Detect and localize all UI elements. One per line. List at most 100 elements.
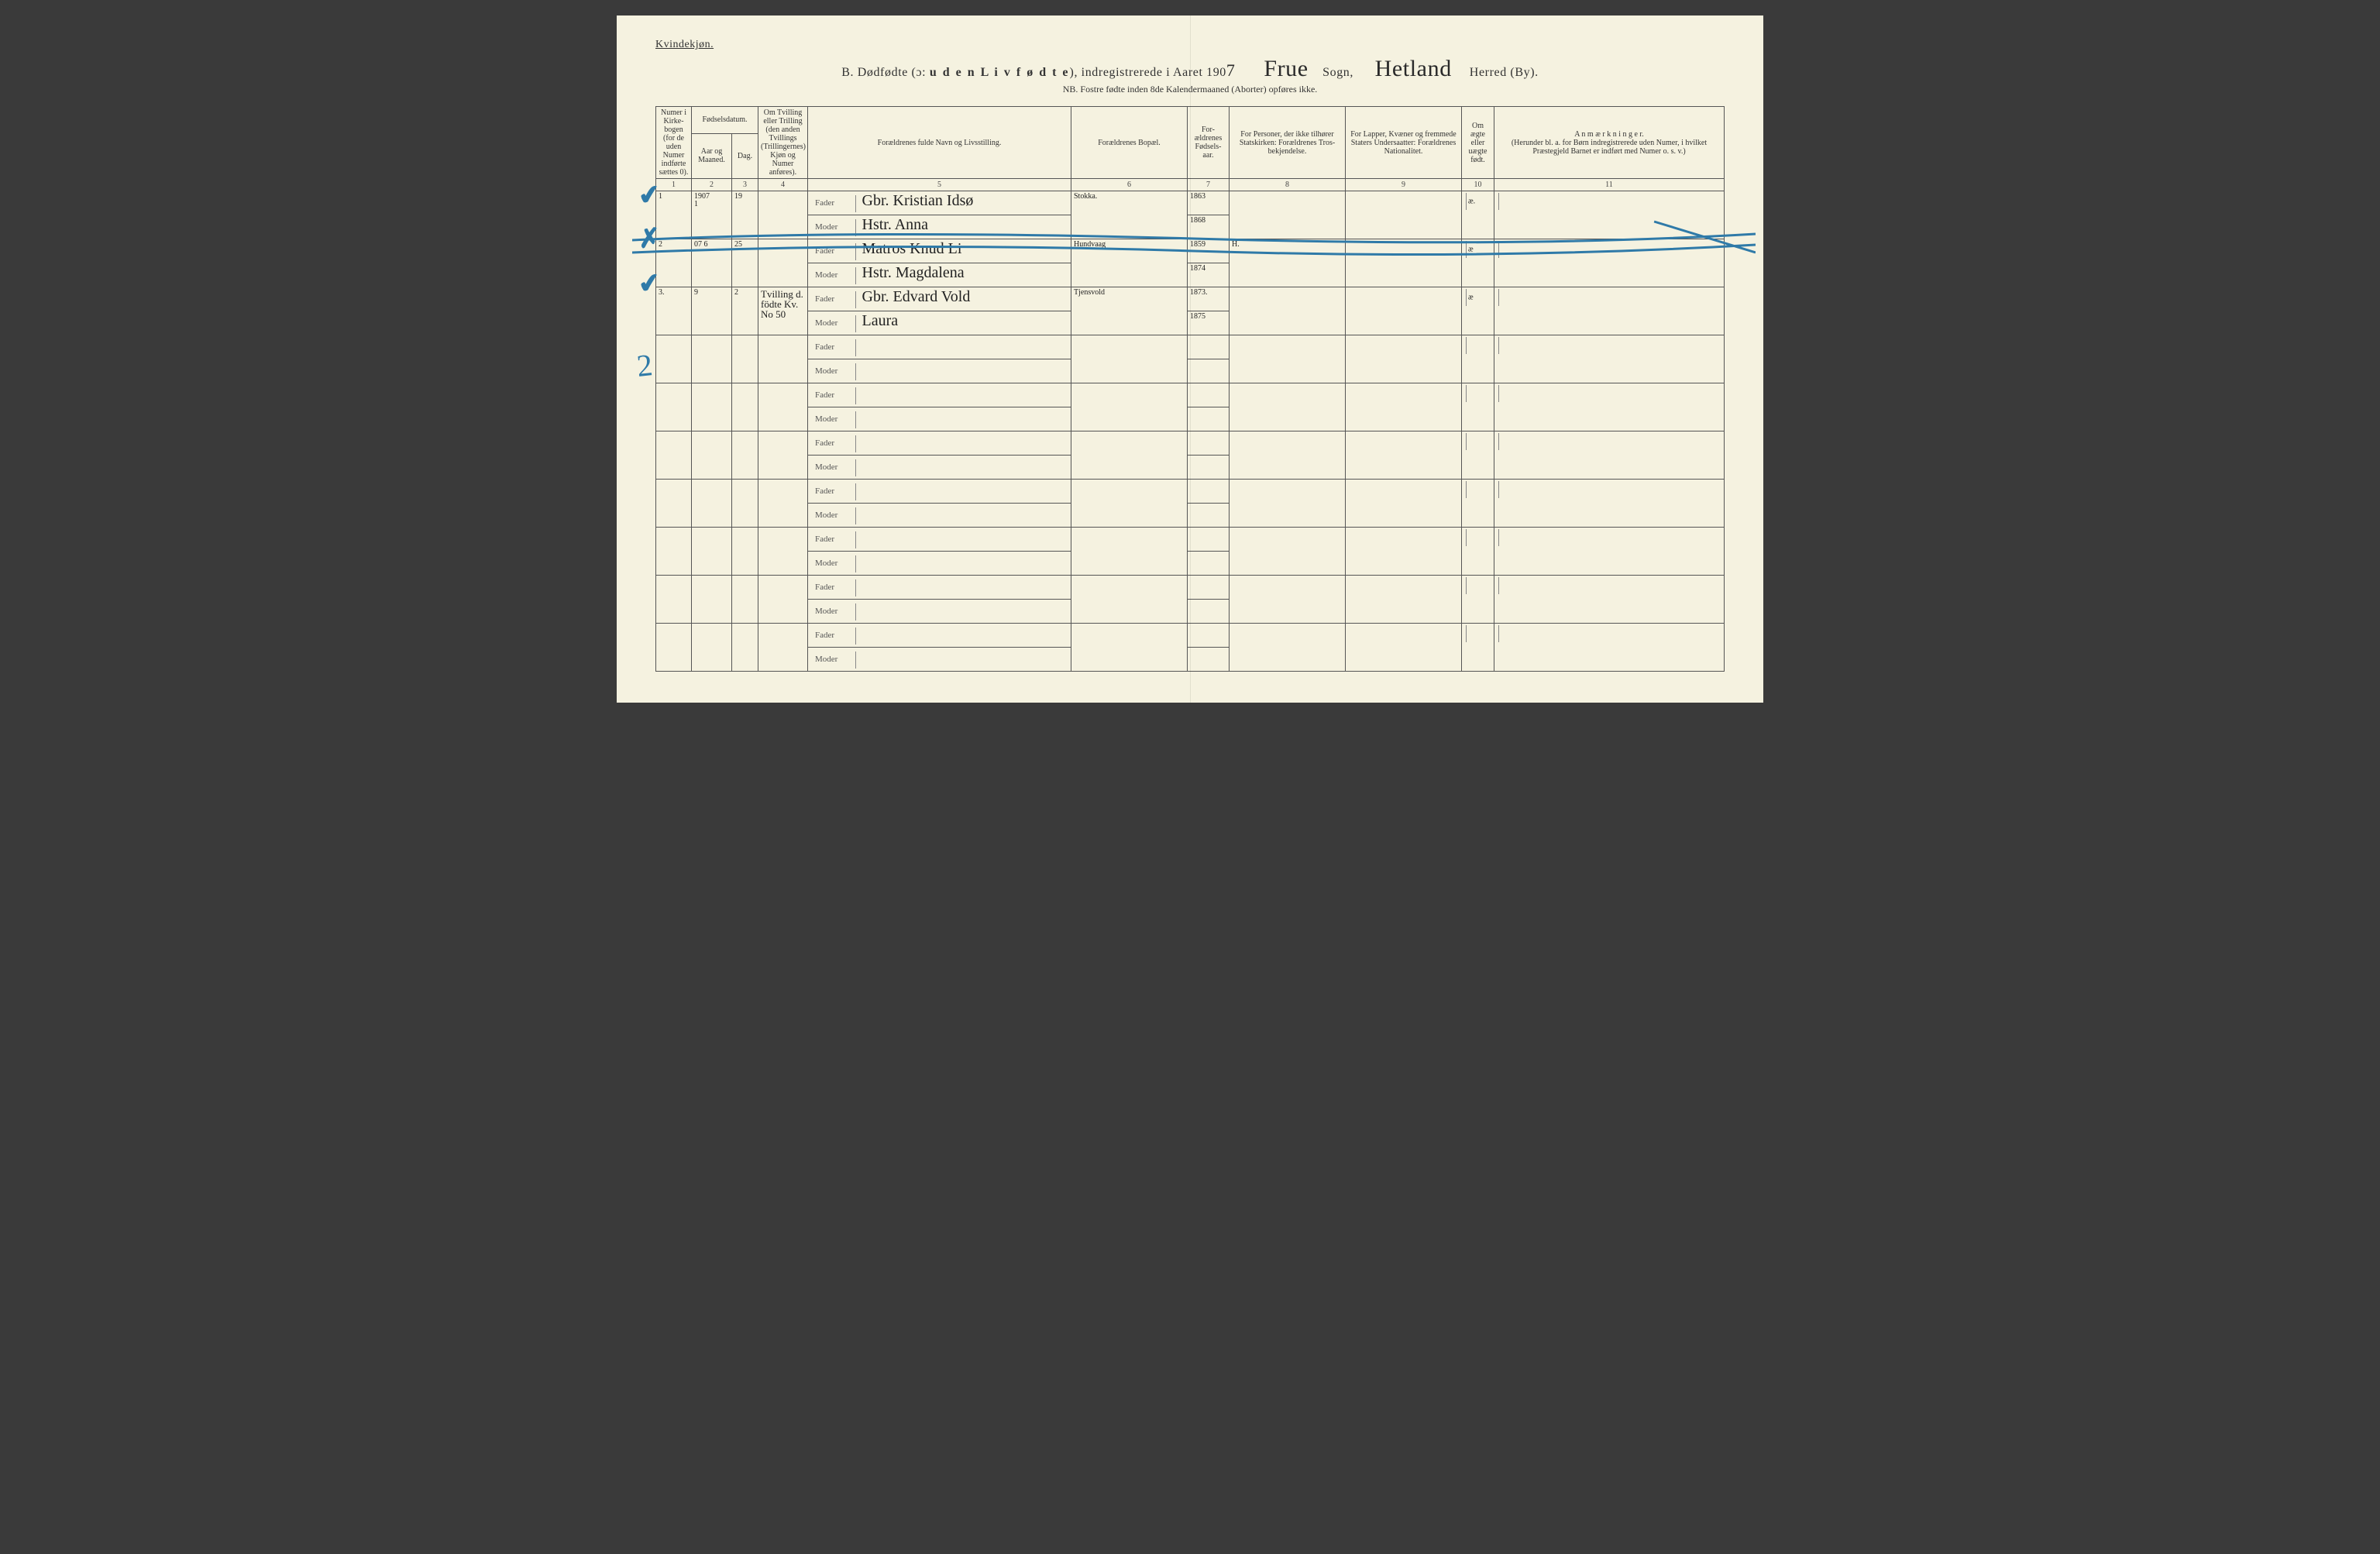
entry-year-month [692, 431, 732, 480]
mother-label: Moder [810, 652, 854, 665]
entry-legitimacy: æ [1462, 287, 1494, 335]
entry-father-year [1188, 528, 1230, 552]
entry-remarks [1494, 576, 1725, 624]
entry-father-year [1188, 383, 1230, 407]
entry-father: Fader [808, 335, 1071, 359]
entry-mother: Moder [808, 552, 1071, 576]
col-num: 9 [1346, 179, 1462, 191]
entry-confession: H. [1230, 239, 1346, 287]
mother-label: Moder [810, 411, 854, 425]
col11-sub: (Herunder bl. a. for Børn indregistrered… [1512, 139, 1707, 156]
entry-nationality [1346, 239, 1462, 287]
entry-day [732, 624, 758, 672]
entry-confession [1230, 431, 1346, 480]
entry-father-year [1188, 335, 1230, 359]
entry-legitimacy [1462, 431, 1494, 480]
entry-remarks [1494, 480, 1725, 528]
father-label: Fader [810, 531, 854, 545]
entry-mother-year: 1875 [1188, 311, 1230, 335]
mother-name: Hstr. Magdalena [860, 264, 965, 281]
mother-label: Moder [810, 603, 854, 617]
father-name [858, 624, 860, 641]
entry-father: Fader Gbr. Edvard Vold [808, 287, 1071, 311]
entry-day [732, 576, 758, 624]
entry-confession [1230, 528, 1346, 576]
entry-father-year: 1859 [1188, 239, 1230, 263]
checkmark-icon: ✔ [636, 178, 662, 212]
entry-residence [1071, 431, 1188, 480]
entry-legitimacy [1462, 480, 1494, 528]
mother-name [858, 600, 860, 617]
mother-name [858, 552, 860, 569]
entry-nationality [1346, 431, 1462, 480]
checkmark-icon: ✔ [636, 266, 662, 301]
entry-mother-year [1188, 407, 1230, 431]
col-num: 1 [656, 179, 692, 191]
mother-name [858, 408, 860, 425]
entry-residence [1071, 576, 1188, 624]
entry-remarks [1494, 287, 1725, 335]
entry-residence [1071, 383, 1188, 431]
col-header: Fødselsdatum. [692, 107, 758, 134]
entry-number [656, 624, 692, 672]
herred-label: Herred (By). [1470, 66, 1539, 79]
entry-mother: Moder Laura [808, 311, 1071, 335]
page-fold [1190, 15, 1191, 703]
col-num: 10 [1462, 179, 1494, 191]
title-prefix: B. Dødfødte (ɔ: [841, 66, 926, 79]
entry-mother: Moder [808, 504, 1071, 528]
entry-day [732, 335, 758, 383]
entry-father: Fader [808, 383, 1071, 407]
entry-mother: Moder [808, 456, 1071, 480]
mother-label: Moder [810, 459, 854, 473]
entry-year-month [692, 624, 732, 672]
entry-year-month: 07 6 [692, 239, 732, 287]
father-name [858, 432, 860, 449]
father-label: Fader [810, 579, 854, 593]
father-label: Fader [810, 195, 854, 209]
mother-name [858, 456, 860, 473]
entry-father-year: 1863 [1188, 191, 1230, 215]
sogn-handwritten: Frue [1264, 56, 1308, 82]
entry-number: 2 [656, 239, 692, 287]
entry-father: Fader [808, 576, 1071, 600]
entry-day [732, 383, 758, 431]
sogn-label: Sogn, [1322, 66, 1353, 79]
col-num: 6 [1071, 179, 1188, 191]
entry-remarks [1494, 335, 1725, 383]
entry-twin [758, 239, 808, 287]
mother-name: Hstr. Anna [860, 216, 929, 233]
entry-year-month [692, 528, 732, 576]
father-label: Fader [810, 339, 854, 353]
col-header: Numer i Kirke-bogen (for de uden Numer i… [656, 107, 692, 179]
entry-remarks [1494, 624, 1725, 672]
entry-residence [1071, 480, 1188, 528]
entry-father: Fader Matros Knud Li [808, 239, 1071, 263]
father-name [858, 528, 860, 545]
entry-mother: Moder [808, 600, 1071, 624]
entry-twin [758, 624, 808, 672]
entry-nationality [1346, 383, 1462, 431]
entry-number [656, 335, 692, 383]
x-mark-icon: ✗ [638, 222, 662, 255]
entry-twin [758, 480, 808, 528]
col-header: Om ægte eller uægte født. [1462, 107, 1494, 179]
father-name [858, 576, 860, 593]
mother-label: Moder [810, 555, 854, 569]
entry-nationality [1346, 528, 1462, 576]
mother-label: Moder [810, 219, 854, 233]
entry-residence [1071, 624, 1188, 672]
father-label: Fader [810, 387, 854, 401]
entry-number [656, 431, 692, 480]
entry-mother-year: 1874 [1188, 263, 1230, 287]
entry-father-year: 1873. [1188, 287, 1230, 311]
entry-confession [1230, 383, 1346, 431]
entry-twin [758, 528, 808, 576]
entry-mother: Moder [808, 407, 1071, 431]
entry-confession [1230, 624, 1346, 672]
entry-remarks [1494, 528, 1725, 576]
col-header: Forældrenes Bopæl. [1071, 107, 1188, 179]
entry-day: 19 [732, 191, 758, 239]
entry-twin [758, 431, 808, 480]
father-name [858, 384, 860, 401]
